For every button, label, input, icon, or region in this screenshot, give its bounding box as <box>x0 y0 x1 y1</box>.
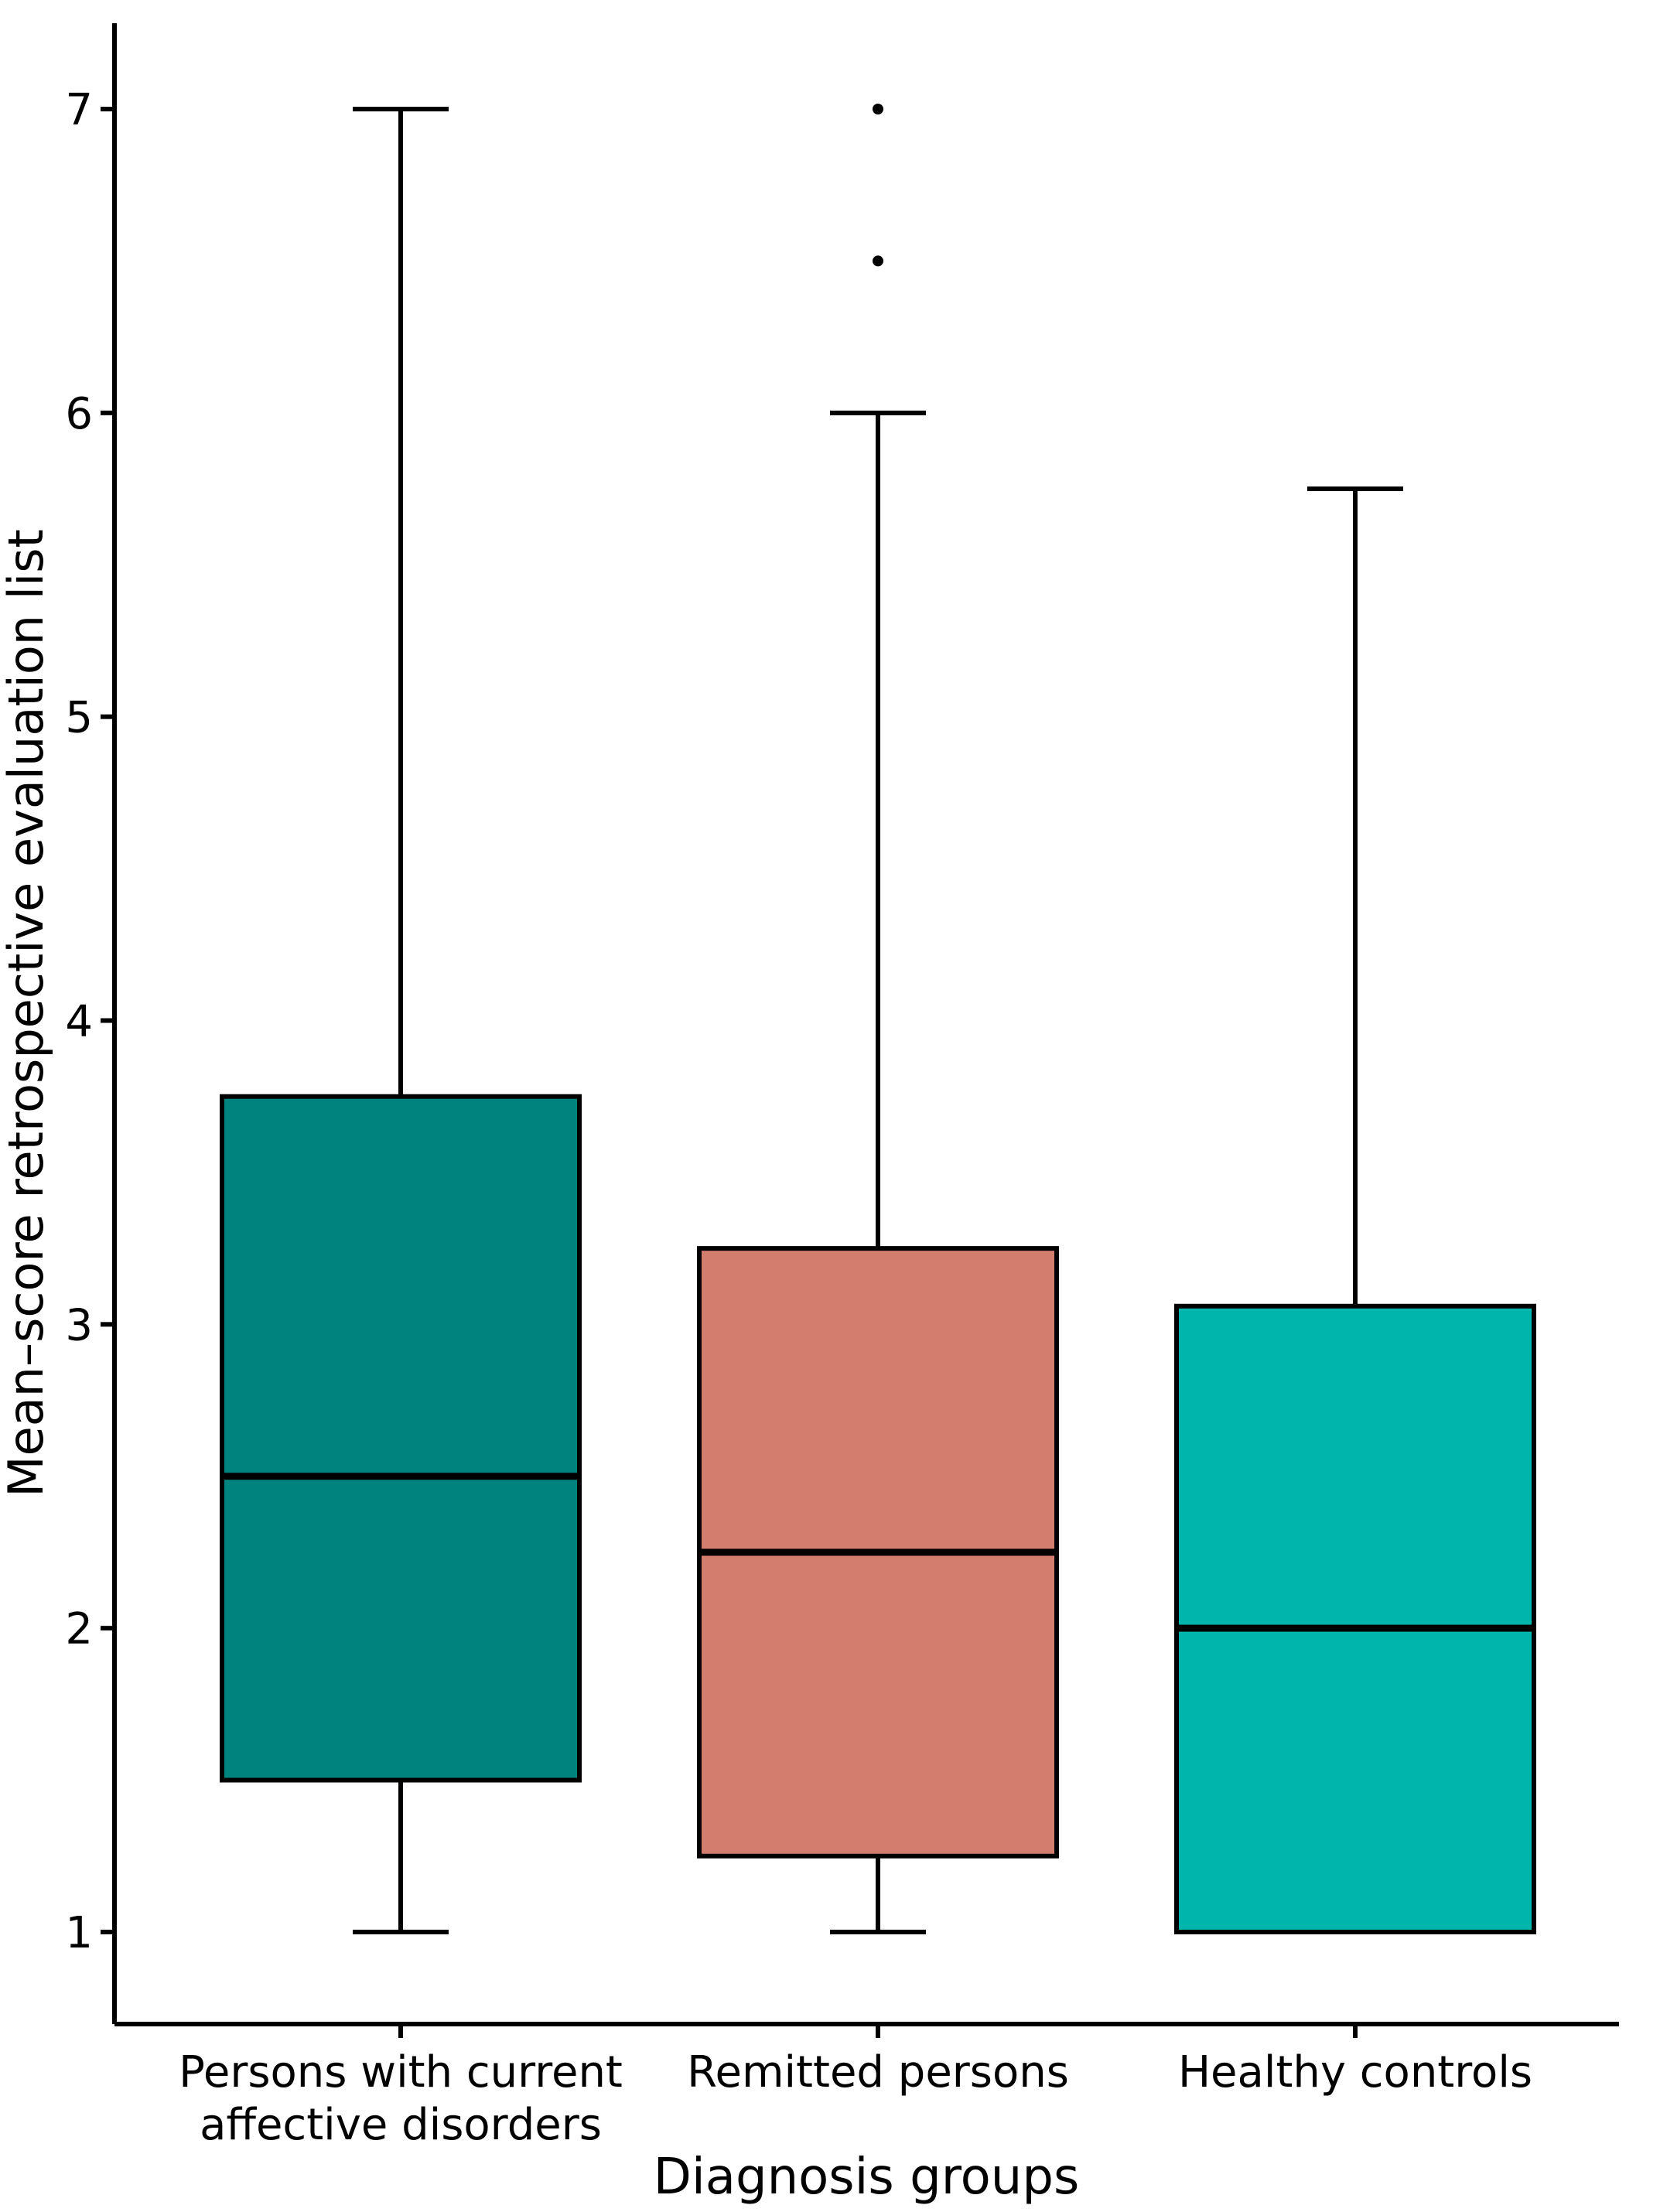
y-tick-label-6: 6 <box>65 389 93 439</box>
y-tick-label-3: 3 <box>65 1300 93 1350</box>
outlier-point-remitted-persons-0 <box>873 255 883 267</box>
y-tick-label-1: 1 <box>65 1908 93 1958</box>
y-tick-label-7: 7 <box>65 85 93 135</box>
outlier-point-remitted-persons-1 <box>873 104 883 114</box>
x-tick-label-persons-with-current-affective-disorders-line-2: affective disorders <box>200 2100 602 2150</box>
box-persons-with-current-affective-disorders <box>220 1094 582 1783</box>
box-healthy-controls <box>1174 1303 1536 1934</box>
y-tick-label-2: 2 <box>65 1604 93 1654</box>
x-tick-label-healthy-controls-line-1: Healthy controls <box>1178 2047 1532 2098</box>
y-axis-title: Mean–score retrospective evaluation list <box>0 529 54 1497</box>
x-axis-title: Diagnosis groups <box>654 2149 1080 2206</box>
x-tick-label-persons-with-current-affective-disorders-line-1: Persons with current <box>179 2047 623 2098</box>
y-tick-label-5: 5 <box>65 693 93 743</box>
x-tick-label-remitted-persons-line-1: Remitted persons <box>687 2047 1069 2098</box>
y-tick-label-4: 4 <box>65 997 93 1047</box>
